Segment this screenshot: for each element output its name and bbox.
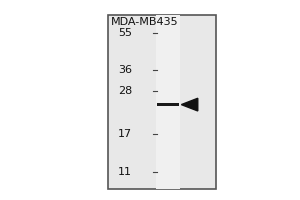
Text: 17: 17 <box>118 129 132 139</box>
Bar <box>157 103 179 106</box>
Text: 28: 28 <box>118 86 132 96</box>
Bar <box>108 15 216 189</box>
Polygon shape <box>182 98 198 111</box>
Text: 36: 36 <box>118 65 132 75</box>
Bar <box>156 15 180 189</box>
Text: MDA-MB435: MDA-MB435 <box>111 17 179 27</box>
Text: 55: 55 <box>118 28 132 38</box>
Text: 11: 11 <box>118 167 132 177</box>
